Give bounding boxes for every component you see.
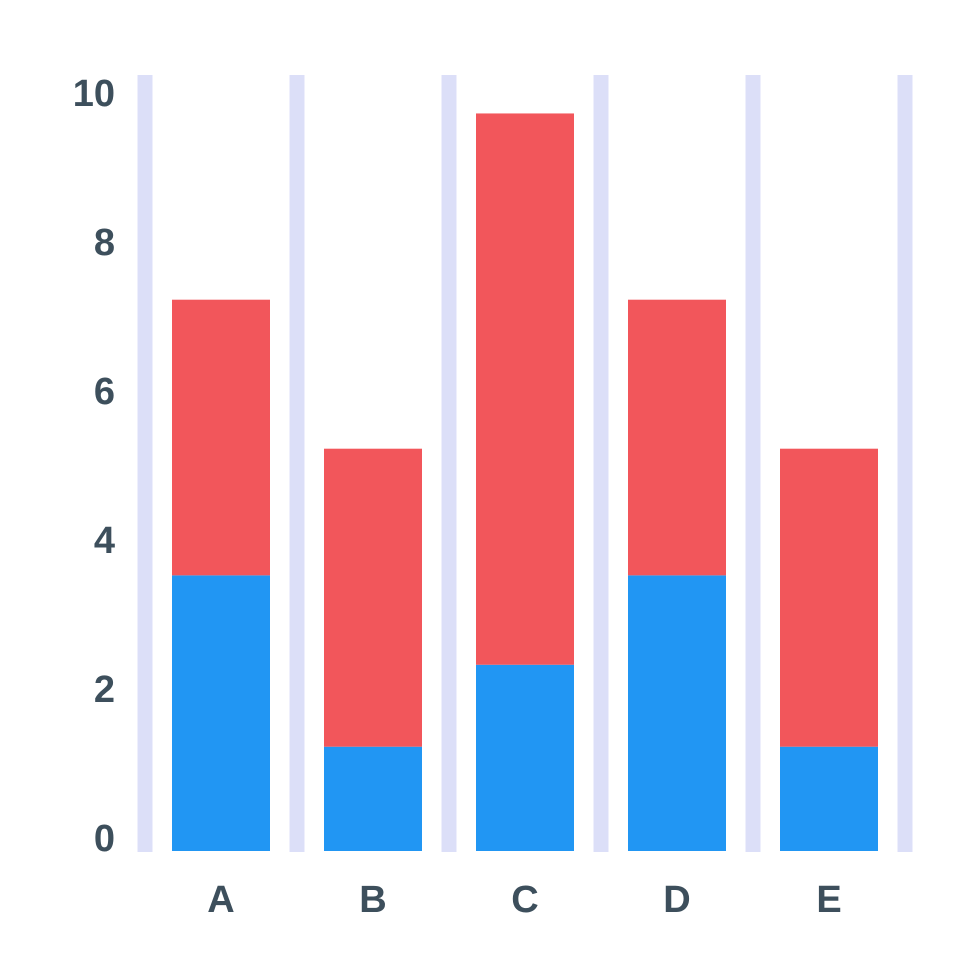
bar-d-segment-1 [628, 575, 726, 851]
x-tick-label: E [816, 879, 841, 921]
bar-b-segment-2 [324, 448, 422, 747]
grid-separator [137, 75, 153, 852]
y-tick-label: 8 [94, 222, 115, 264]
bar-a-segment-1 [172, 575, 270, 851]
separator-group [137, 75, 913, 852]
y-tick-label: 10 [73, 73, 115, 115]
bar-c-segment-2 [476, 113, 574, 665]
x-axis: A B C D E [207, 879, 841, 921]
y-tick-label: 2 [94, 669, 115, 711]
bar-e-segment-1 [780, 746, 878, 851]
x-tick-label: A [207, 879, 234, 921]
grid-separator [593, 75, 609, 852]
bar-d-segment-2 [628, 299, 726, 576]
x-tick-label: D [663, 879, 690, 921]
bars-group [172, 113, 878, 851]
bar-b-segment-1 [324, 746, 422, 851]
x-tick-label: C [511, 879, 538, 921]
y-tick-label: 0 [94, 818, 115, 860]
grid-separator [897, 75, 913, 852]
y-tick-label: 4 [94, 520, 115, 562]
y-axis: 0 2 4 6 8 10 [73, 73, 115, 860]
grid-separator [289, 75, 305, 852]
x-tick-label: B [359, 879, 386, 921]
bar-c-segment-1 [476, 664, 574, 851]
grid-separator [745, 75, 761, 852]
bar-a-segment-2 [172, 299, 270, 576]
bar-e-segment-2 [780, 448, 878, 747]
grid-separator [441, 75, 457, 852]
y-tick-label: 6 [94, 371, 115, 413]
